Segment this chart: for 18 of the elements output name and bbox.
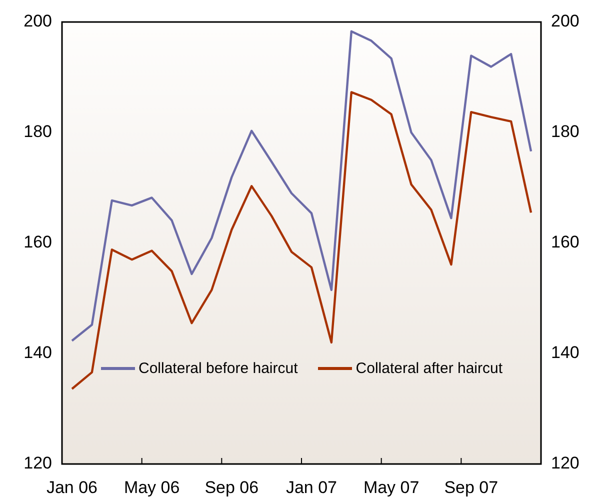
- y2-tick-label: 140: [551, 343, 580, 362]
- legend-label: Collateral before haircut: [138, 360, 298, 377]
- y-tick-label: 180: [24, 122, 52, 142]
- y-tick-label: 200: [24, 12, 52, 31]
- y2-tick-label: 160: [551, 232, 580, 252]
- x-tick-label: May 07: [363, 478, 420, 497]
- y-tick-label: 140: [24, 343, 52, 362]
- x-tick-label: Sep 06: [204, 478, 259, 497]
- x-tick-label: May 06: [124, 478, 180, 497]
- y-tick-label: 160: [24, 232, 52, 252]
- y2-tick-label: 180: [551, 122, 580, 142]
- y2-tick-label: 200: [551, 12, 580, 31]
- x-tick-label: Sep 07: [444, 478, 498, 497]
- y-tick-label: 120: [24, 454, 52, 473]
- x-tick-label: Jan 06: [46, 478, 98, 497]
- x-tick-label: Jan 07: [286, 478, 338, 497]
- legend-label: Collateral after haircut: [356, 360, 502, 377]
- y2-tick-label: 120: [551, 454, 580, 473]
